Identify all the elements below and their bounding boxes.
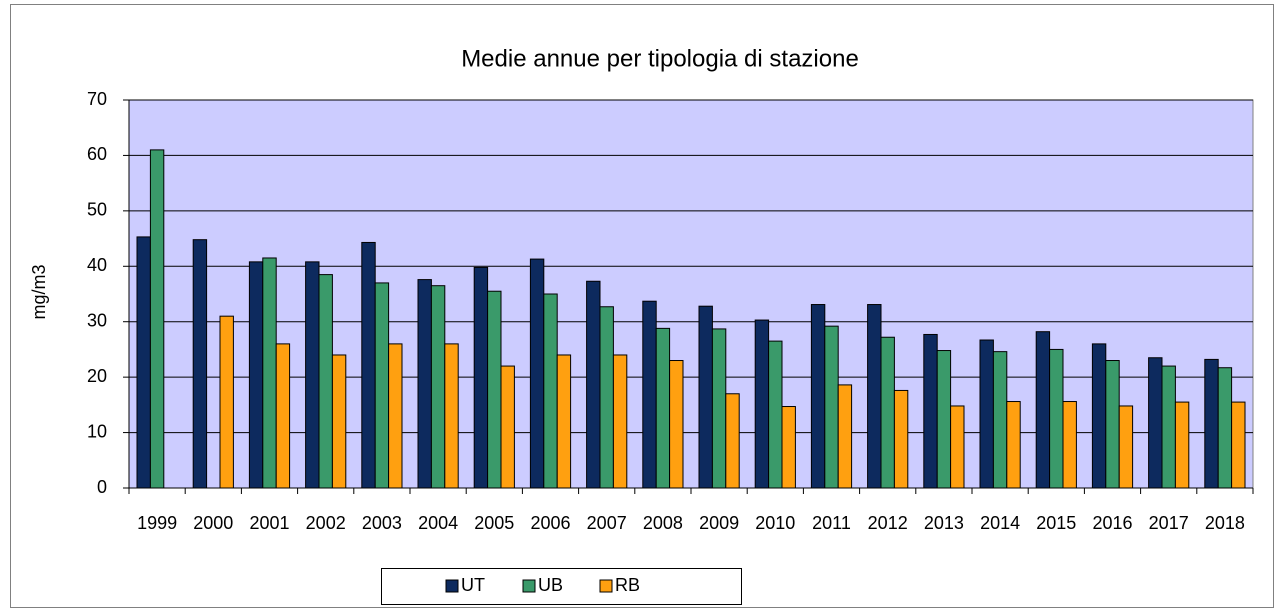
bar [711,328,727,489]
bar [305,261,320,489]
bar [1006,401,1021,489]
legend-swatch [445,579,459,593]
x-tick-label: 2012 [868,513,908,533]
bar [1231,401,1246,489]
bar [318,274,333,489]
bar [417,279,432,489]
bar [361,241,376,489]
bar [1161,365,1176,489]
bar [1148,357,1163,489]
bar [1049,348,1064,489]
bar [1217,367,1233,489]
bar [923,333,938,489]
bar [893,389,909,489]
x-tick-label: 2010 [755,513,795,533]
legend-box [381,568,742,605]
bar [500,365,515,489]
bar [248,261,264,489]
bar [824,325,839,489]
legend-swatch [599,579,613,593]
x-tick-label: 2000 [193,513,233,533]
legend-swatch [522,579,536,593]
y-tick-label: 10 [87,421,107,441]
bar [698,305,713,489]
bar [781,406,796,489]
x-tick-label: 2016 [1092,513,1132,533]
x-tick-label: 2017 [1149,513,1189,533]
bar [262,257,277,489]
bar [1105,360,1120,489]
bar [1174,401,1190,489]
bar [430,285,446,489]
y-tick-label: 0 [97,477,107,497]
x-tick-label: 2002 [306,513,346,533]
bar [992,351,1008,489]
chart-title: Medie annue per tipologia di stazione [461,45,859,72]
bar [1035,331,1051,489]
x-tick-label: 2001 [249,513,289,533]
bar [487,290,502,489]
bar [754,319,770,489]
bar [219,315,234,489]
bar [331,354,347,489]
legend-label: RB [615,575,640,595]
x-tick-label: 2015 [1036,513,1076,533]
bar [655,327,671,489]
bar [1118,405,1134,489]
bar [473,266,489,489]
bar [810,304,826,489]
x-tick-label: 2008 [643,513,683,533]
bar [529,258,545,489]
legend-label: UT [461,575,485,595]
bar [1204,358,1219,489]
bar [669,360,684,489]
y-tick-label: 20 [87,366,107,386]
bar [612,354,628,489]
y-tick-label: 50 [87,200,107,220]
x-tick-label: 2003 [362,513,402,533]
bar [136,236,151,489]
bar [936,350,952,489]
bar [950,405,965,489]
x-tick-label: 2011 [812,513,851,533]
x-tick-label: 2004 [418,513,458,533]
x-tick-label: 2009 [699,513,739,533]
x-tick-label: 2018 [1205,513,1245,533]
bar [979,339,994,489]
x-tick-label: 2013 [924,513,964,533]
bar [642,300,657,489]
bar [586,280,601,489]
bar [388,343,403,489]
bar [192,239,208,489]
y-tick-label: 70 [87,89,107,109]
x-tick-label: 2005 [474,513,514,533]
bar [556,354,572,489]
bar [880,336,895,489]
bar [374,282,390,489]
y-axis-label: mg/m3 [29,264,49,319]
y-tick-label: 40 [87,255,107,275]
x-tick-label: 1999 [137,513,177,533]
bar [275,343,291,489]
bar [867,304,882,489]
bar [444,343,459,489]
bar [768,340,783,489]
x-tick-label: 2014 [980,513,1020,533]
y-tick-label: 30 [87,310,107,330]
bar [1091,343,1107,489]
legend-label: UB [538,575,563,595]
bar [149,149,165,489]
bar [543,293,558,489]
bar [599,306,614,489]
bar [1062,401,1077,489]
x-tick-label: 2006 [530,513,570,533]
plot-area [128,99,1254,489]
y-tick-label: 60 [87,144,107,164]
x-tick-label: 2007 [587,513,627,533]
bar [725,393,740,489]
bar [837,384,853,489]
